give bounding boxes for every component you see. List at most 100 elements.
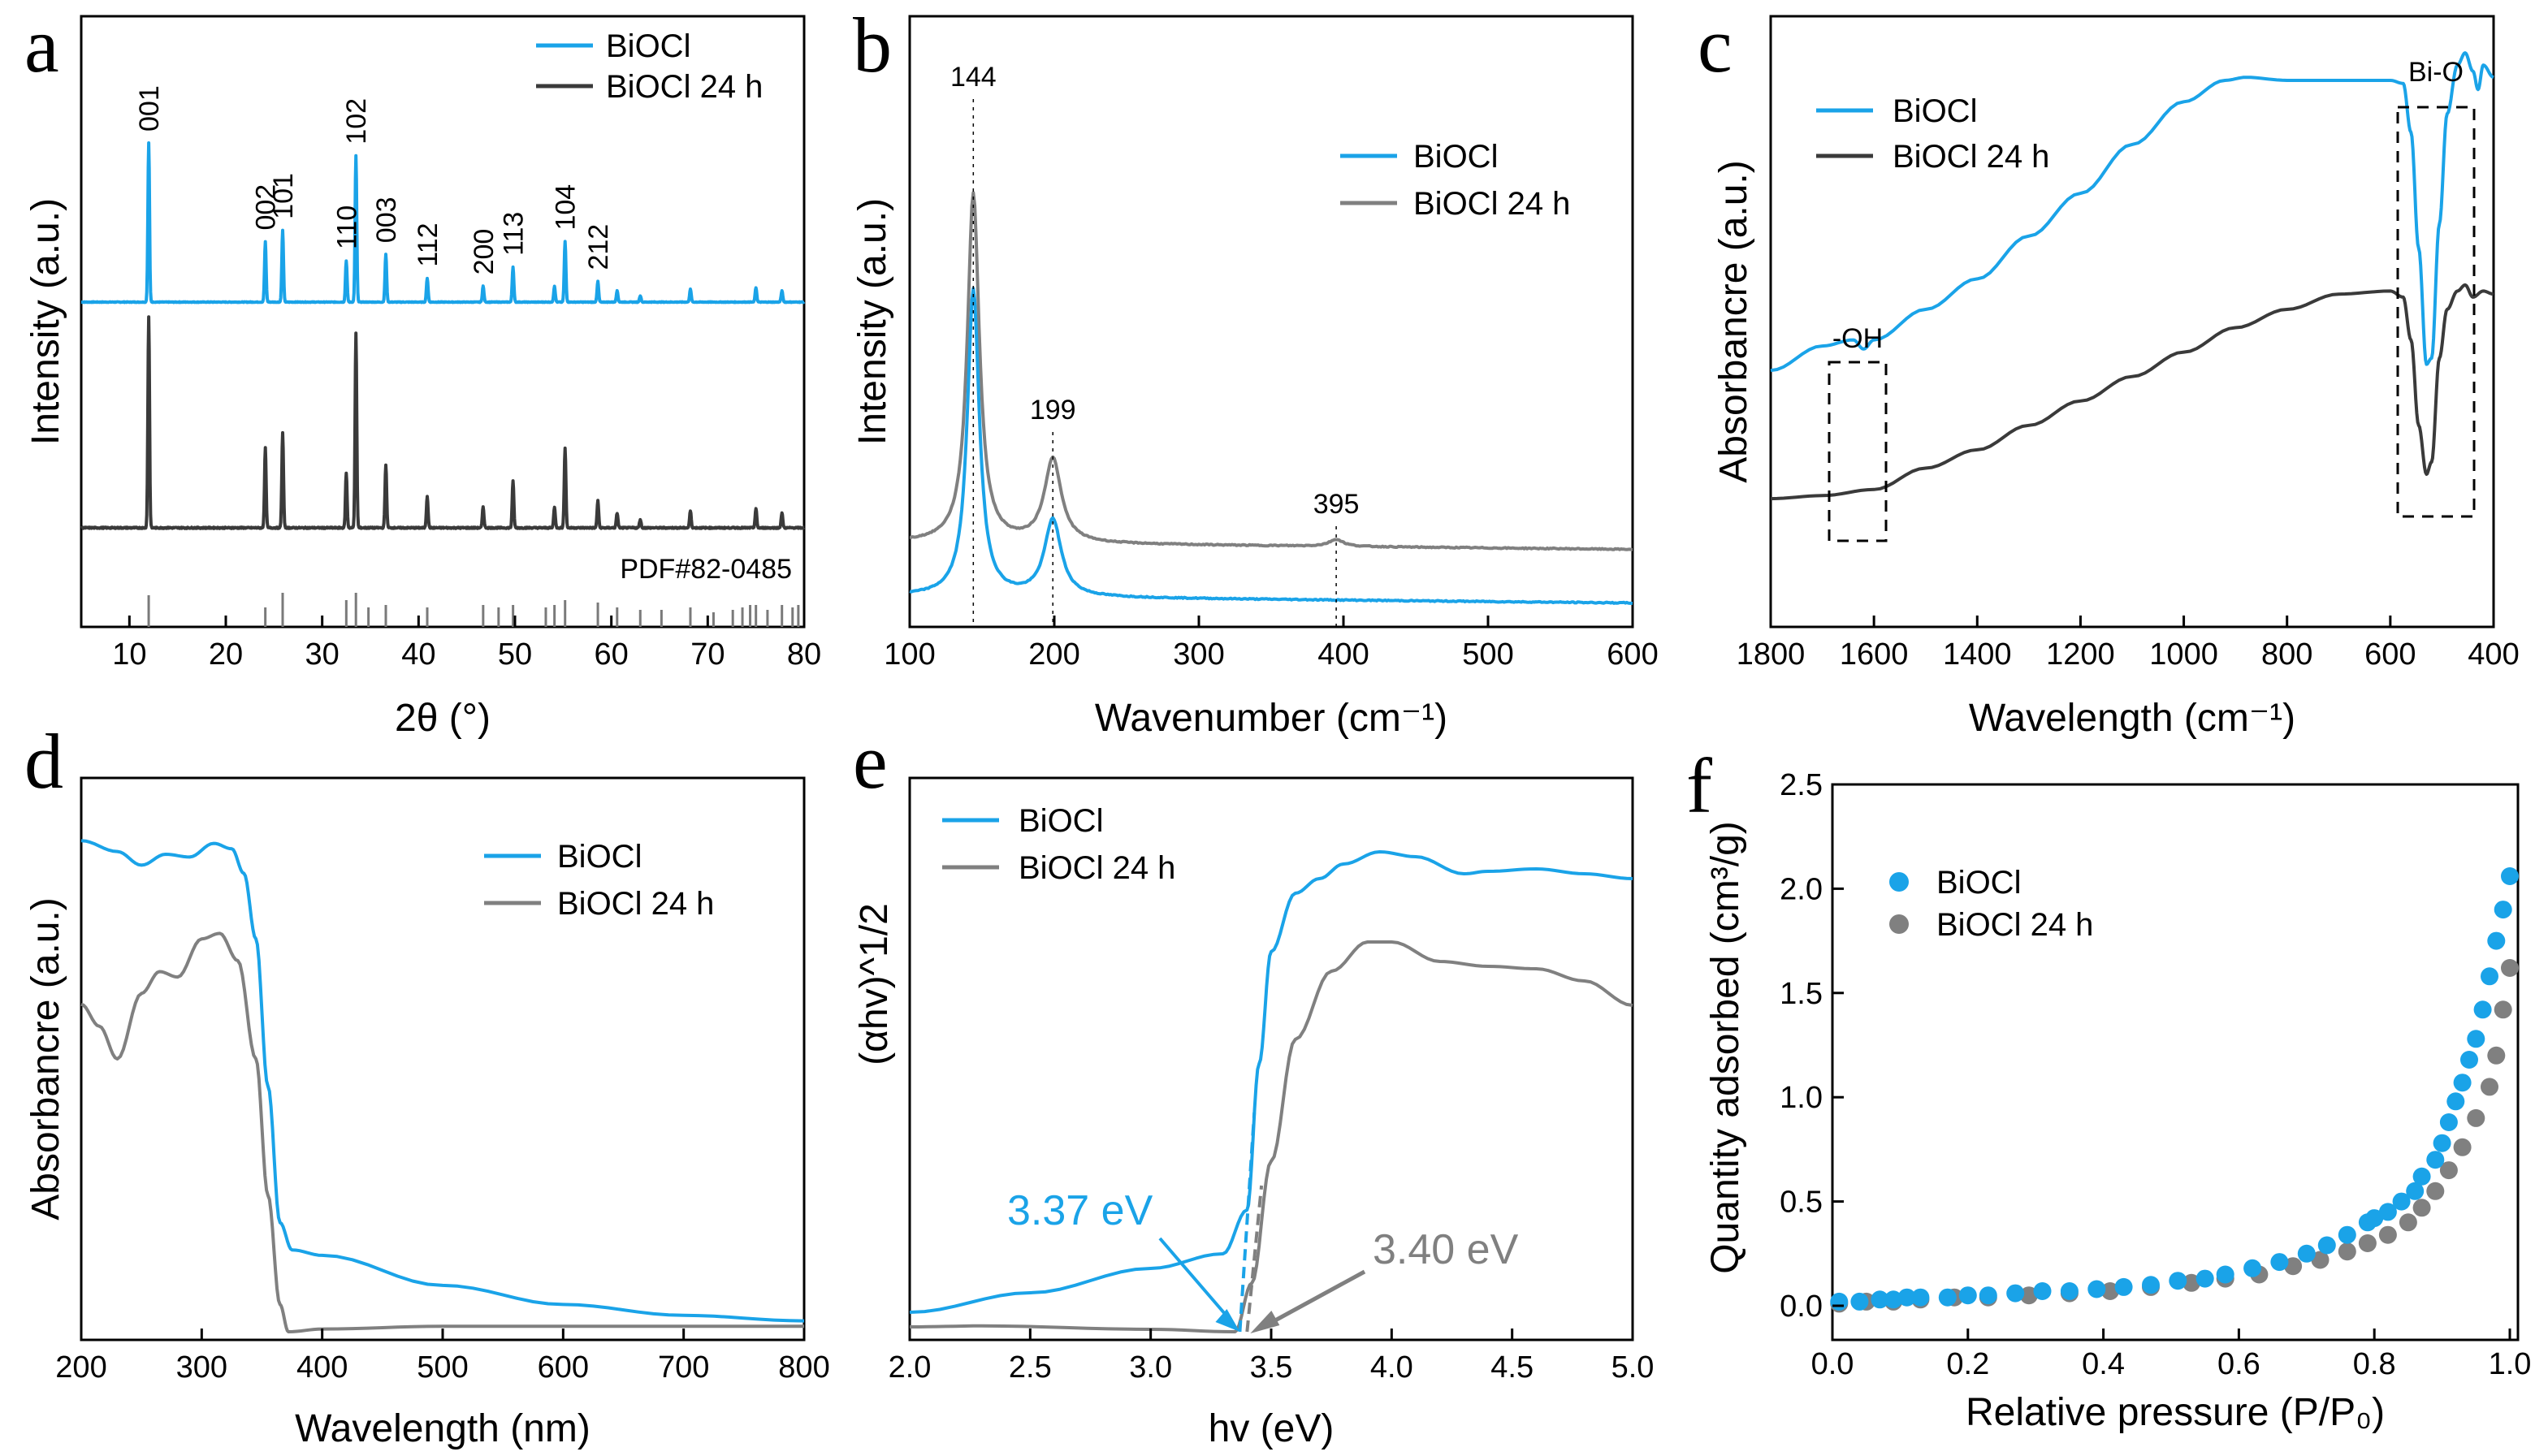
panel-f-point-biocl-8 [1979, 1286, 1997, 1305]
panel-f-point-biocl-34 [2460, 1051, 2478, 1069]
panel-a-x-tick-label-1: 20 [209, 637, 243, 672]
panel-d-x-tick-label-5: 700 [658, 1350, 709, 1385]
panel-f-x-axis-title: Relative pressure (P/P₀) [1966, 1391, 2385, 1434]
panel-c-x-ticks: 1800 1600 1400 1200 1000 800 600 400 [1737, 616, 2520, 672]
panel-e-x-axis-title: hv (eV) [1209, 1407, 1335, 1450]
panel-a-hkl-label-4: 102 [341, 98, 372, 145]
panel-f-x-tick-label-1: 0.2 [1946, 1347, 1989, 1381]
panel-a-hkl-label-5: 003 [371, 197, 402, 243]
panel-f-letter: f [1686, 742, 1712, 829]
panel-a-x-ticks: 10 20 30 40 50 60 70 80 [112, 616, 821, 672]
panel-e-tauc-chart: e 2.0 2.5 3.0 3.5 4.0 4.5 5.0 hv (eV) (αhv)^1/… [853, 718, 1654, 1450]
panel-f-point-biocl-19 [2270, 1253, 2289, 1272]
panel-f-point-biocl-24h-22 [2453, 1138, 2472, 1156]
panel-f-legend-label-blue: BiOCl [1936, 865, 2021, 901]
panel-f-point-biocl-20 [2297, 1244, 2316, 1263]
panel-a-hkl-label-8: 113 [499, 212, 530, 256]
panel-d-x-tick-label-2: 400 [296, 1350, 348, 1385]
panel-f-point-biocl-37 [2481, 967, 2498, 986]
panel-f-point-biocl-24h-15 [2338, 1242, 2356, 1261]
panel-a-hkl-label-6: 112 [413, 223, 443, 266]
panel-a-hkl-label-11: 212 [583, 224, 614, 270]
panel-f-x-tick-label-2: 0.4 [2082, 1347, 2125, 1381]
panel-f-legend-marker-gray [1889, 914, 1909, 934]
panel-b-frame [908, 15, 1634, 629]
panel-e-x-ticks: 2.0 2.5 3.0 3.5 4.0 4.5 5.0 [889, 1329, 1655, 1385]
panel-f-x-ticks: 0.0 0.2 0.4 0.6 0.8 1.0 [1811, 1329, 2531, 1381]
panel-f-point-biocl-24h-26 [2494, 1000, 2512, 1019]
panel-b-peak-label-0: 144 [950, 62, 997, 93]
panel-d-y-axis-title: Absorbancre (a.u.) [24, 897, 67, 1221]
panel-c-frame [1769, 15, 2495, 629]
panel-f-y-tick-label-4: 2.0 [1780, 872, 1823, 906]
panel-d-series-biocl-24h [80, 931, 804, 1333]
panel-b-peak-label-2: 395 [1313, 489, 1360, 520]
panel-e-x-tick-label-4: 4.0 [1370, 1350, 1413, 1385]
panel-f-legend-label-gray: BiOCl 24 h [1936, 907, 2093, 943]
panel-d-x-tick-label-3: 500 [417, 1350, 468, 1385]
panel-a-x-tick-label-7: 80 [787, 637, 821, 672]
panel-f-point-biocl-29 [2426, 1151, 2445, 1169]
panel-a-hkl-label-0: 001 [134, 85, 165, 132]
panel-c-plot-area [1770, 51, 2494, 501]
panel-a-x-tick-label-3: 40 [401, 637, 435, 672]
panel-f-point-biocl-24 [2365, 1209, 2384, 1228]
panel-b-x-ticks: 100 200 300 400 500 600 [884, 616, 1659, 672]
panel-f-point-biocl-0 [1830, 1292, 1849, 1311]
panel-f-point-biocl-31 [2439, 1113, 2458, 1131]
panel-f-point-biocl-30 [2433, 1134, 2451, 1152]
panel-a-x-axis-title: 2θ (°) [395, 697, 491, 740]
panel-b-letter: b [853, 2, 892, 89]
panel-b-series-biocl [909, 287, 1633, 605]
panel-f-point-biocl-13 [2114, 1277, 2133, 1296]
panel-d-x-tick-label-1: 300 [176, 1350, 227, 1385]
panel-f-point-biocl-21 [2317, 1236, 2336, 1255]
panel-b-y-axis-title: Intensity (a.u.) [851, 198, 894, 445]
panel-f-point-biocl-10 [2033, 1282, 2052, 1300]
panel-f-point-biocl-24h-14 [2311, 1251, 2330, 1269]
panel-e-plot-area [909, 850, 1633, 1333]
panel-b-raman-chart: b 144 199 395 100 200 300 400 500 600 Wavenumbe… [851, 2, 1659, 740]
panel-a-x-tick-label-2: 30 [305, 637, 340, 672]
panel-f-legend-marker-blue [1889, 872, 1909, 892]
panel-e-x-tick-label-6: 5.0 [1611, 1350, 1655, 1385]
panel-f-y-ticks: 0.0 0.5 1.0 1.5 2.0 2.5 [1780, 768, 1844, 1324]
panel-a-hkl-label-3: 110 [331, 205, 362, 249]
panel-e-x-tick-label-3: 3.5 [1250, 1350, 1293, 1385]
panel-d-x-ticks: 200 300 400 500 600 700 800 [55, 1329, 830, 1385]
panel-b-x-tick-label-0: 100 [884, 637, 935, 672]
panel-c-bio-label: Bi-O [2408, 57, 2464, 88]
panel-b-legend-label-blue: BiOCl [1413, 139, 1498, 175]
panel-f-y-tick-label-1: 0.5 [1780, 1186, 1823, 1220]
panel-f-point-biocl-28 [2412, 1167, 2431, 1186]
panel-b-x-tick-label-2: 300 [1173, 637, 1224, 672]
panel-f-point-biocl-32 [2446, 1092, 2465, 1111]
panel-f-point-biocl-5 [1911, 1288, 1930, 1307]
panel-d-x-tick-label-6: 800 [778, 1350, 829, 1385]
panel-d-legend-label-blue: BiOCl [557, 839, 642, 875]
panel-d-legend-label-gray: BiOCl 24 h [557, 886, 714, 922]
panel-a-x-tick-label-6: 70 [690, 637, 725, 672]
panel-a-hkl-label-1: 002 [251, 184, 282, 231]
panel-f-point-biocl-24h-17 [2378, 1225, 2397, 1244]
panel-f-point-biocl-3 [1884, 1290, 1903, 1309]
panel-f-y-axis-title: Quantity adsorbed (cm³/g) [1704, 821, 1747, 1274]
panel-e-bandgap-label-gray: 3.40 eV [1373, 1226, 1519, 1273]
panel-f-point-biocl-7 [1958, 1286, 1977, 1305]
panel-f-y-tick-label-0: 0.0 [1780, 1290, 1823, 1324]
panel-c-x-tick-label-0: 1800 [1737, 637, 1806, 672]
panel-a-series-biocl-24h [80, 315, 806, 530]
panel-f-y-tick-label-5: 2.5 [1780, 768, 1823, 802]
panel-a-legend-label-blue: BiOCl [606, 28, 690, 64]
panel-f-point-biocl-18 [2243, 1259, 2262, 1277]
panel-c-legend-label-dark: BiOCl 24 h [1893, 139, 2049, 175]
panel-f-plot-area [1830, 867, 2519, 1313]
panel-f-point-biocl-24h-21 [2439, 1161, 2458, 1180]
panel-b-x-tick-label-3: 400 [1317, 637, 1369, 672]
panel-b-x-tick-label-1: 200 [1028, 637, 1079, 672]
panel-f-point-biocl-14 [2142, 1276, 2160, 1294]
panel-f-point-biocl-26 [2392, 1192, 2411, 1211]
panel-e-legend-label-gray: BiOCl 24 h [1019, 850, 1175, 886]
